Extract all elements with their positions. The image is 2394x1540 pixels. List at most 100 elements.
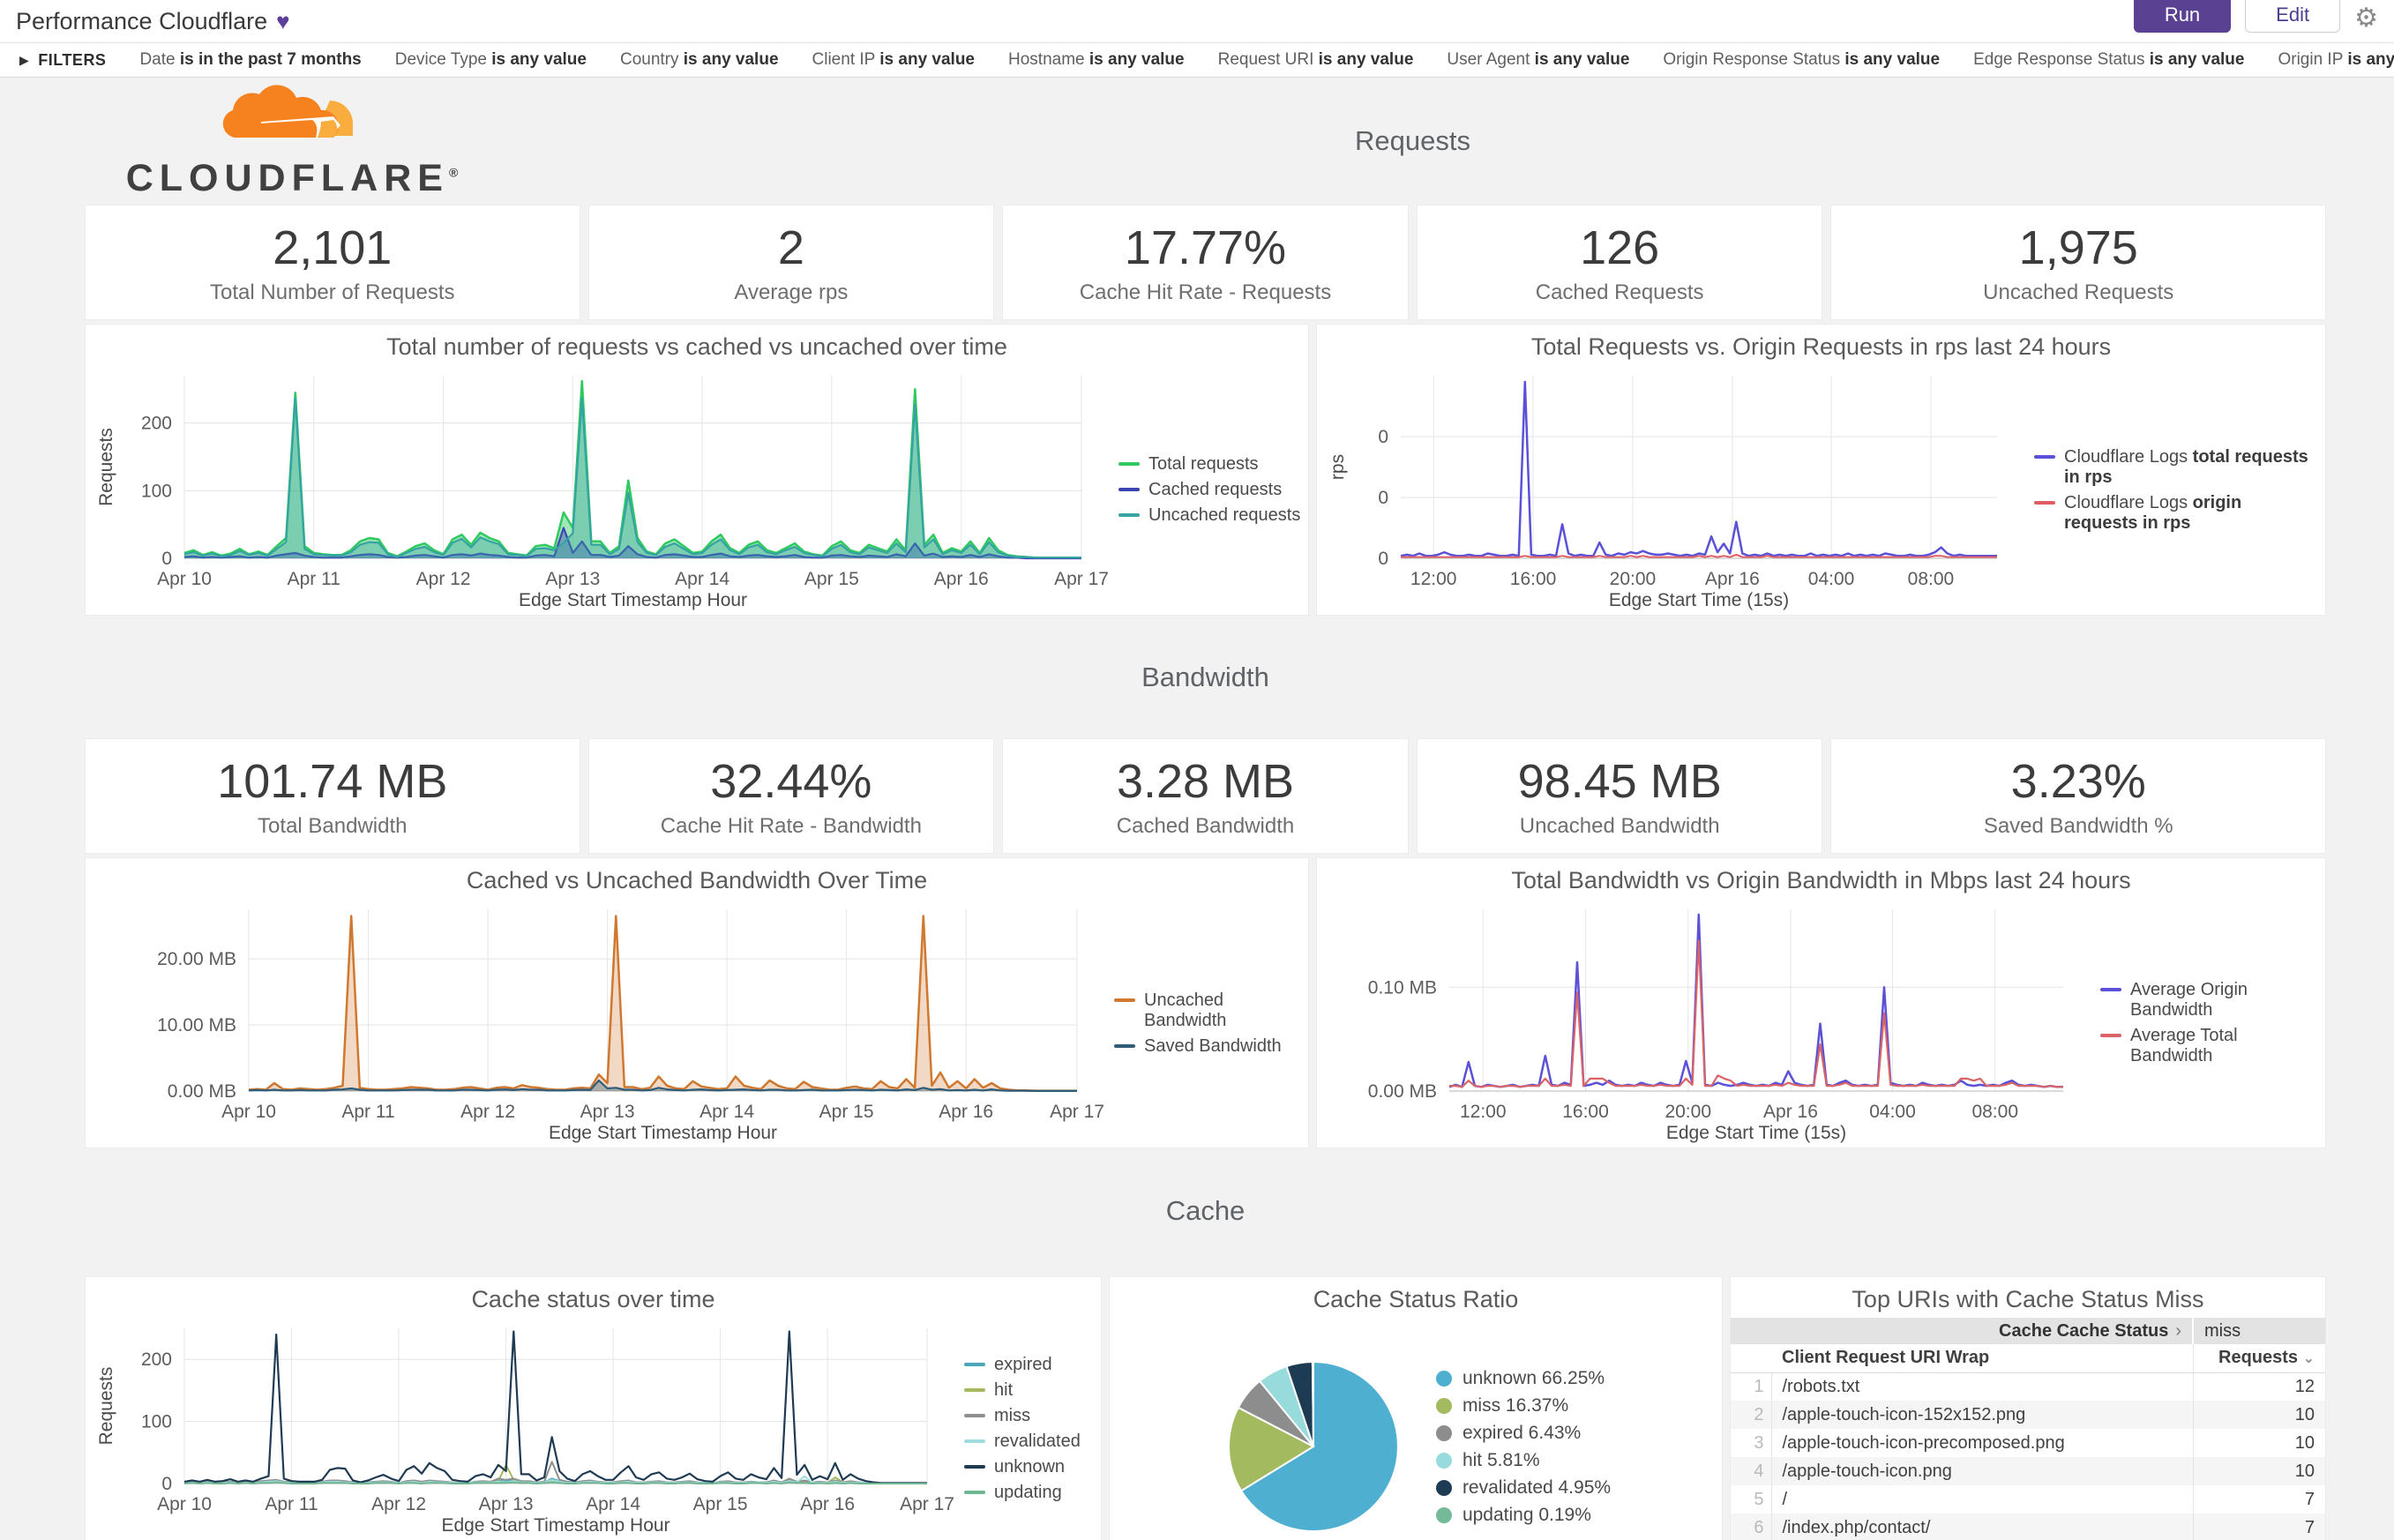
- legend-item-updating[interactable]: updating: [964, 1483, 1094, 1503]
- svg-text:100: 100: [141, 1412, 172, 1432]
- requests-rps-chart[interactable]: 0 0 0 12:00 16:00 20:00 Apr 16 04:00 08:00 Edge S…: [1317, 365, 2325, 615]
- bandwidth-kpi-card: 32.44% Cache Hit Rate - Bandwidth: [587, 738, 995, 854]
- pie-legend-item-revalidated[interactable]: revalidated 4.95%: [1435, 1477, 1611, 1499]
- legend-item-unknown[interactable]: unknown: [964, 1457, 1094, 1477]
- table-row[interactable]: 5 / 7: [1731, 1485, 2325, 1514]
- bandwidth-mbps-chart[interactable]: 0.00 MB 0.10 MB 12:00 16:00 20:00 Apr 16 04:00…: [1317, 899, 2325, 1148]
- filters-toggle[interactable]: ▶ FILTERS: [19, 51, 106, 70]
- pie-legend-item-updating[interactable]: updating 0.19%: [1435, 1505, 1611, 1526]
- table-row[interactable]: 3/apple-touch-icon-precomposed.png 10: [1731, 1429, 2325, 1457]
- table-title: Top URIs with Cache Status Miss: [1852, 1286, 2204, 1312]
- svg-text:20:00: 20:00: [1665, 1102, 1711, 1122]
- chart-title: Total Bandwidth vs Origin Bandwidth in M…: [1511, 867, 2131, 893]
- legend-item-average-origin-bandwidth[interactable]: Average Origin Bandwidth: [2100, 980, 2318, 1020]
- requests-cell[interactable]: 10: [2192, 1429, 2325, 1457]
- kpi-label: Total Bandwidth: [258, 813, 408, 838]
- pie-legend-item-hit[interactable]: hit 5.81%: [1435, 1450, 1611, 1471]
- legend-swatch: [964, 1363, 985, 1366]
- legend-item-average-total-bandwidth[interactable]: Average Total Bandwidth: [2100, 1026, 2318, 1066]
- requests-cell[interactable]: 10: [2192, 1457, 2325, 1485]
- chart-plot-area[interactable]: 0 100 200 Apr 10 Apr 11 Apr 12 Apr 13 Apr 14 Apr…: [86, 1318, 964, 1540]
- requests-column-header[interactable]: Requests ⌄: [2192, 1344, 2325, 1373]
- filter-item-date[interactable]: Date is in the past 7 months: [139, 50, 362, 69]
- legend-item-cloudflare-logs-origin-requests-in-rps[interactable]: Cloudflare Logs origin requests in rps: [2034, 493, 2318, 534]
- table-row[interactable]: 6/index.php/contact/7: [1731, 1514, 2325, 1540]
- legend-label: Uncached Bandwidth: [1144, 990, 1227, 1030]
- table-row[interactable]: 4/apple-touch-icon.png 10: [1731, 1457, 2325, 1485]
- filter-item-user-agent[interactable]: User Agent is any value: [1447, 50, 1630, 69]
- legend-item-revalidated[interactable]: revalidated: [964, 1432, 1094, 1452]
- chart-plot-area[interactable]: 0 0 0 12:00 16:00 20:00 Apr 16 04:00 08:00 Edge S…: [1317, 365, 2034, 615]
- pie-legend-item-unknown[interactable]: unknown 66.25%: [1435, 1368, 1611, 1389]
- filter-item-edge-response-status[interactable]: Edge Response Status is any value: [1973, 50, 2245, 69]
- filter-item-client-ip[interactable]: Client IP is any value: [812, 50, 975, 69]
- top-uris-table: Cache Cache Status › miss Client Request …: [1731, 1318, 2325, 1540]
- svg-text:Edge Start Time (15s): Edge Start Time (15s): [1666, 1123, 1846, 1143]
- chart-plot-area[interactable]: 0 100 200 Apr 10 Apr 11 Apr 12 Apr 13 Apr 14 Apr…: [86, 365, 1118, 615]
- svg-text:Apr 11: Apr 11: [341, 1102, 394, 1122]
- uri-cell[interactable]: /apple-touch-icon.png: [1771, 1457, 2193, 1485]
- pie-slice-miss[interactable]: [1227, 1406, 1315, 1492]
- pie-legend-item-miss[interactable]: miss 16.37%: [1435, 1395, 1611, 1417]
- requests-cell[interactable]: 10: [2192, 1401, 2325, 1429]
- bandwidth-over-time-chart[interactable]: 0.00 MB 10.00 MB 20.00 MB Apr 10 Apr 11 Apr 1…: [86, 899, 1308, 1148]
- svg-text:Apr 16: Apr 16: [1705, 569, 1760, 589]
- legend-item-miss[interactable]: miss: [964, 1406, 1094, 1426]
- table-row[interactable]: 1/robots.txt 12: [1731, 1372, 2325, 1401]
- legend-item-cloudflare-logs-total-requests-in-rps[interactable]: Cloudflare Logs total requests in rps: [2034, 447, 2318, 488]
- filter-item-request-uri[interactable]: Request URI is any value: [1217, 50, 1414, 69]
- kpi-value: 17.77%: [1124, 221, 1287, 274]
- legend-item-saved-bandwidth[interactable]: Saved Bandwidth: [1114, 1036, 1301, 1057]
- pie-slice-unknown[interactable]: [1239, 1360, 1399, 1532]
- requests-cell[interactable]: 7: [2192, 1485, 2325, 1514]
- uri-cell[interactable]: /: [1782, 1489, 1788, 1509]
- filter-item-hostname[interactable]: Hostname is any value: [1008, 50, 1185, 69]
- requests-cell[interactable]: 7: [2192, 1514, 2325, 1540]
- filter-item-origin-response-status[interactable]: Origin Response Status is any value: [1663, 50, 1941, 69]
- bandwidth-kpi-card: 3.28 MB Cached Bandwidth: [1002, 738, 1409, 854]
- kpi-label: Average rps: [734, 280, 849, 304]
- chart-legend: Uncached Bandwidth Saved Bandwidth: [1114, 899, 1308, 1148]
- pie-legend: unknown 66.25% miss 16.37% expired 6.43% hi…: [1435, 1368, 1611, 1526]
- gear-icon[interactable]: ⚙: [2354, 3, 2378, 33]
- run-button[interactable]: Run: [2133, 0, 2232, 33]
- row-number: 3: [1731, 1429, 1772, 1457]
- cache-status-time-chart[interactable]: 0 100 200 Apr 10 Apr 11 Apr 12 Apr 13 Apr 14 Apr…: [86, 1318, 1101, 1540]
- requests-header-row: CLOUDFLARE® Requests: [85, 78, 2326, 205]
- uri-cell[interactable]: /apple-touch-icon-precomposed.png: [1782, 1432, 2065, 1453]
- uri-column-header[interactable]: Client Request URI Wrap: [1771, 1344, 2193, 1373]
- uri-cell[interactable]: /index.php/contact/: [1771, 1514, 2193, 1540]
- svg-text:Apr 10: Apr 10: [221, 1102, 276, 1122]
- legend-item-uncached-bandwidth[interactable]: Uncached Bandwidth: [1114, 991, 1301, 1031]
- bandwidth-kpi-row: 101.74 MB Total Bandwidth 32.44% Cache Hit …: [85, 738, 2327, 854]
- kpi-value: 3.23%: [2010, 754, 2146, 808]
- chart-card-requests-rps: Total Requests vs. Origin Requests in rp…: [1316, 324, 2326, 616]
- pivot-header-value: miss: [2192, 1318, 2325, 1344]
- uri-cell[interactable]: /apple-touch-icon-152x152.png: [1771, 1401, 2193, 1429]
- svg-text:200: 200: [141, 414, 172, 434]
- chart-plot-area[interactable]: 0.00 MB 10.00 MB 20.00 MB Apr 10 Apr 11 Apr 1…: [86, 899, 1114, 1148]
- legend-item-cached-requests[interactable]: Cached requests: [1118, 480, 1301, 500]
- legend-item-hit[interactable]: hit: [964, 1380, 1094, 1401]
- uri-cell[interactable]: /robots.txt: [1782, 1376, 1860, 1396]
- requests-over-time-chart[interactable]: 0 100 200 Apr 10 Apr 11 Apr 12 Apr 13 Apr 14 Apr…: [86, 365, 1308, 615]
- requests-kpi-card: 1,975 Uncached Requests: [1830, 205, 2327, 320]
- legend-item-total-requests[interactable]: Total requests: [1118, 454, 1301, 475]
- filter-item-country[interactable]: Country is any value: [619, 50, 779, 69]
- legend-item-expired[interactable]: expired: [964, 1355, 1094, 1375]
- chart-plot-area[interactable]: 0.00 MB 0.10 MB 12:00 16:00 20:00 Apr 16 04:00…: [1317, 899, 2100, 1148]
- filter-item-origin-ip[interactable]: Origin IP is any value: [2278, 50, 2394, 69]
- pivot-header-label[interactable]: Cache Cache Status ›: [1731, 1318, 2193, 1344]
- filter-item-device-type[interactable]: Device Type is any value: [394, 50, 587, 69]
- legend-label: Cloudflare Logs total requests in rps: [2064, 446, 2308, 487]
- edit-button[interactable]: Edit: [2245, 0, 2341, 33]
- pie-chart[interactable]: [1221, 1354, 1406, 1539]
- legend-item-uncached-requests[interactable]: Uncached requests: [1118, 505, 1301, 526]
- filters-caret-icon: ▶: [19, 52, 30, 67]
- table-row[interactable]: 2/apple-touch-icon-152x152.png 10: [1731, 1401, 2325, 1429]
- svg-text:Apr 14: Apr 14: [699, 1102, 754, 1122]
- pie-legend-item-expired[interactable]: expired 6.43%: [1435, 1423, 1611, 1444]
- kpi-value: 1,975: [2018, 221, 2138, 274]
- requests-cell[interactable]: 12: [2192, 1372, 2325, 1401]
- legend-label: Average Total Bandwidth: [2130, 1026, 2238, 1065]
